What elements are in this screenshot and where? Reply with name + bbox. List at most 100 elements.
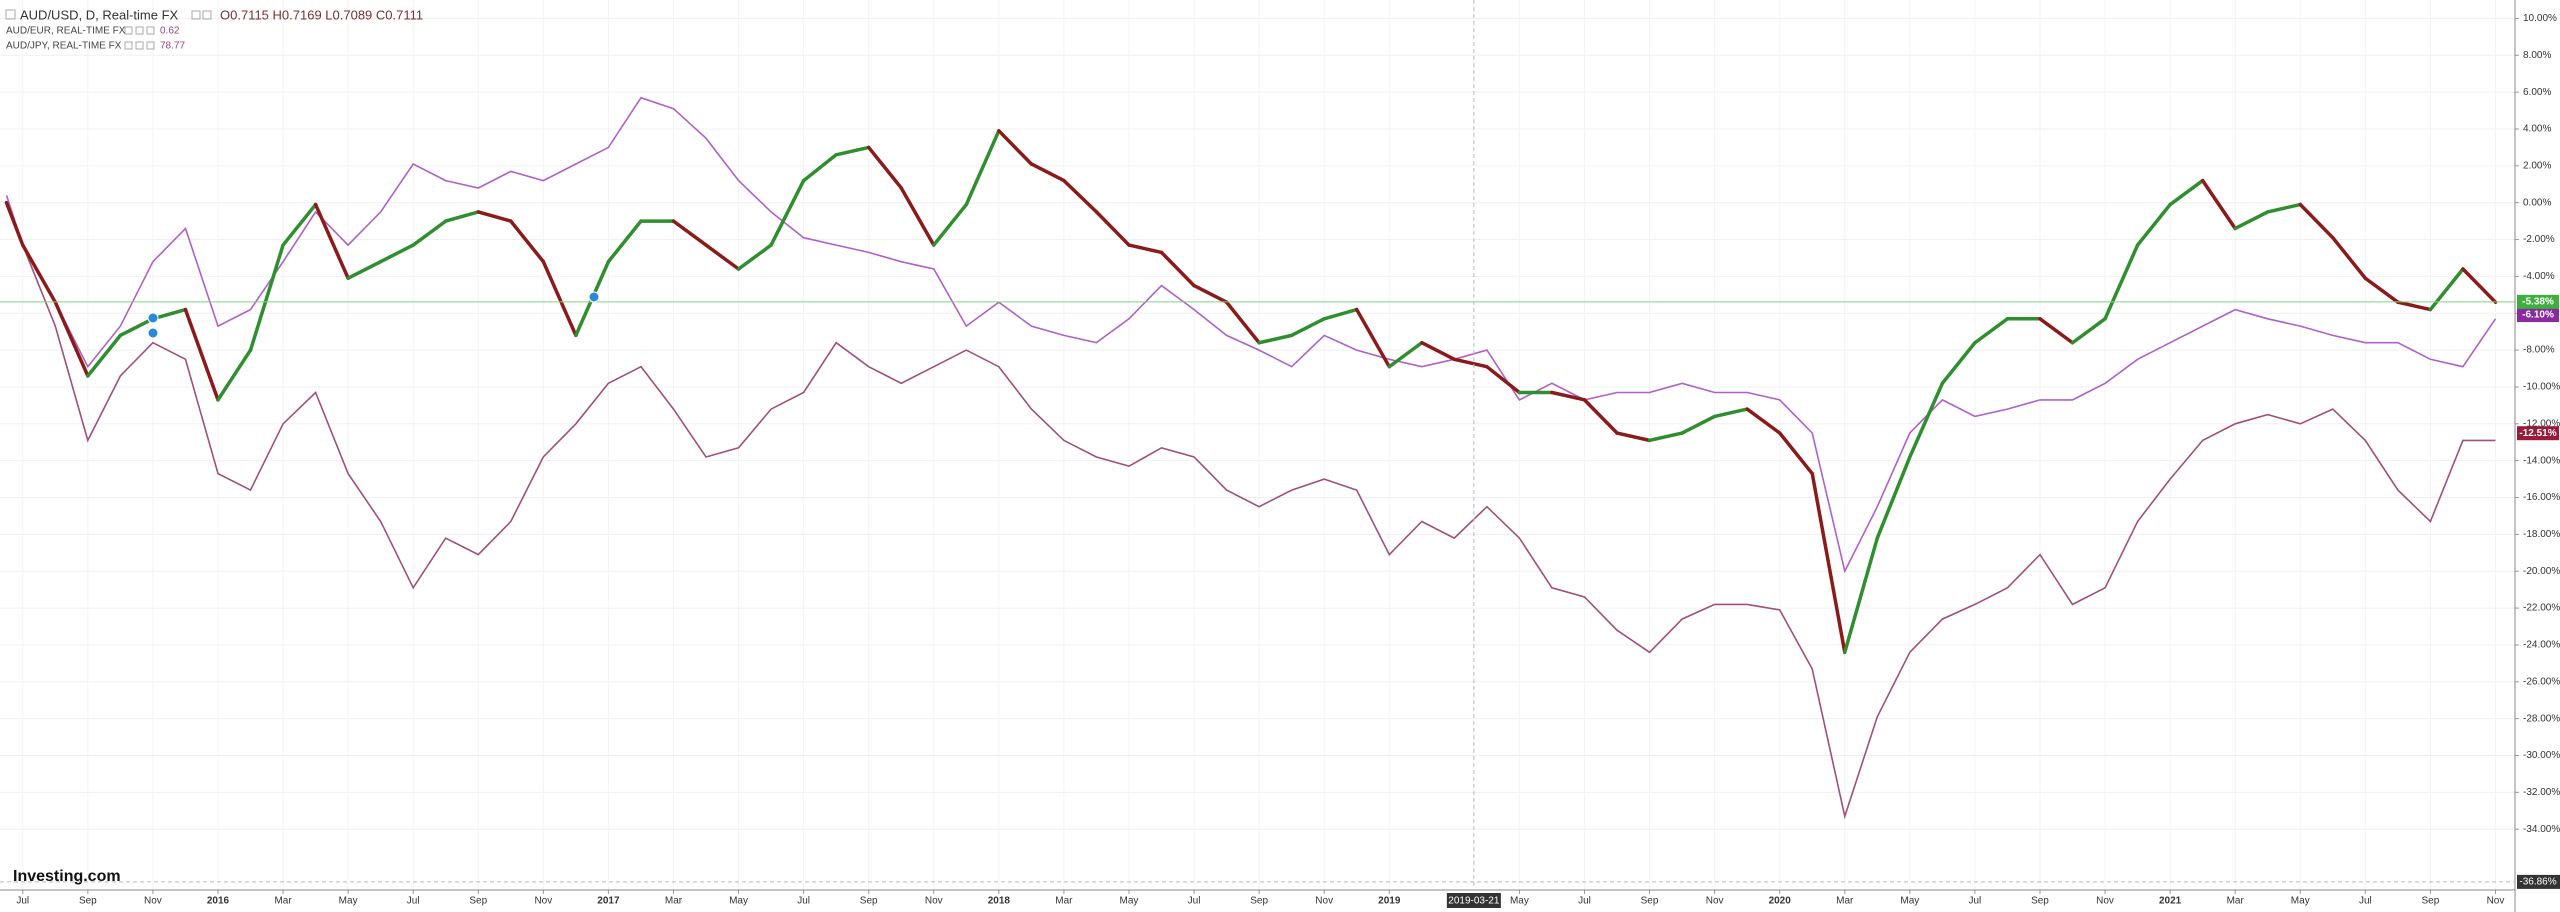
price-segment (541, 259, 578, 338)
price-segment (1712, 407, 1749, 419)
price-segment (964, 129, 1001, 207)
x-tick-label: 2019 (1378, 896, 1401, 907)
y-tick-label: 6.00% (2523, 87, 2551, 98)
price-segment (476, 210, 513, 223)
price-segment (2265, 202, 2303, 214)
price-segment (866, 145, 903, 190)
x-tick-label: Mar (1055, 896, 1073, 907)
price-segment (2168, 178, 2205, 207)
x-tick-label: Nov (2487, 896, 2505, 907)
price-segment (1615, 431, 1652, 443)
y-tick-label: -30.00% (2523, 750, 2560, 761)
quote-value: 78.77 (160, 41, 185, 52)
y-tick-label: 8.00% (2523, 50, 2551, 61)
ohlc-values: O0.7115 H0.7169 L0.7089 C0.7111 (220, 7, 423, 22)
price-segment (346, 259, 383, 280)
price-segment (2396, 300, 2433, 312)
price-segment (932, 202, 969, 247)
x-tick-label: Jul (1578, 896, 1591, 907)
y-tick-label: -20.00% (2523, 566, 2560, 577)
last-value-box (2517, 294, 2559, 309)
price-segment (769, 178, 806, 247)
price-segment (2363, 276, 2400, 304)
price-segment (997, 129, 1034, 166)
price-segment (2038, 317, 2075, 345)
series-line (5, 96, 2497, 574)
price-segment (1192, 283, 1229, 304)
price-segment (86, 333, 123, 378)
price-segment (1094, 210, 1131, 247)
x-tick-label: Sep (1641, 896, 1659, 907)
price-segment (2070, 317, 2107, 345)
x-tick-label: Jul (797, 896, 810, 907)
x-tick-label: 2021 (2159, 896, 2182, 907)
price-segment (1257, 333, 1294, 345)
y-tick-label: 4.00% (2523, 124, 2551, 135)
y-tick-label: -34.00% (2523, 824, 2560, 835)
x-tick-label: Sep (1250, 896, 1268, 907)
legend-entry: AUD/EUR, REAL-TIME FX (6, 26, 126, 37)
price-segment (313, 202, 350, 280)
price-segment (1810, 471, 1847, 655)
x-tick-label: May (1900, 896, 1919, 907)
y-tick-label: -14.00% (2523, 455, 2560, 466)
x-tick-label: May (2291, 896, 2310, 907)
price-segment (1582, 398, 1619, 435)
price-segment (1647, 431, 1684, 443)
last-value-label: -6.10% (2522, 310, 2554, 321)
price-segment (2331, 235, 2368, 280)
x-tick-label: 2018 (988, 896, 1011, 907)
price-segment (1777, 431, 1814, 476)
price-segment (248, 243, 285, 352)
x-tick-label: Sep (469, 896, 487, 907)
x-tick-label: Sep (2422, 896, 2440, 907)
price-segment (411, 219, 448, 247)
x-tick-label: Jul (16, 896, 29, 907)
price-segment (1387, 340, 1424, 369)
price-segment (509, 219, 546, 264)
price-segment (1224, 300, 1261, 345)
price-segment (53, 300, 90, 378)
x-tick-label: Mar (1836, 896, 1854, 907)
price-segment (1550, 390, 1587, 402)
price-segment (1843, 536, 1880, 655)
price-segment (899, 186, 936, 247)
price-segment (1029, 162, 1066, 183)
x-tick-label: May (1120, 896, 1139, 907)
y-tick-label: -8.00% (2523, 345, 2555, 356)
price-segment (1289, 317, 1326, 338)
x-tick-label: Nov (1315, 896, 1333, 907)
price-segment (2135, 202, 2172, 247)
price-segment (1062, 178, 1099, 214)
price-segment (1485, 364, 1522, 395)
price-segment (1452, 357, 1489, 369)
price-segment (671, 219, 708, 247)
x-tick-label: Jul (2359, 896, 2372, 907)
x-tick-label: Nov (534, 896, 552, 907)
y-tick-label: -2.00% (2523, 234, 2555, 245)
last-value-box (2517, 426, 2559, 441)
x-tick-label: Nov (144, 896, 162, 907)
x-tick-label: Nov (2096, 896, 2114, 907)
price-segment (1940, 340, 1977, 386)
x-tick-label: Sep (79, 896, 97, 907)
y-tick-label: -4.00% (2523, 271, 2555, 282)
quote-value: 0.62 (160, 26, 180, 37)
price-segment (281, 202, 318, 247)
logo: Investing.com (13, 868, 121, 885)
y-tick-label: -22.00% (2523, 603, 2560, 614)
x-tick-label: Nov (925, 896, 943, 907)
crosshair-x-box (1446, 893, 1501, 908)
y-tick-label: -16.00% (2523, 492, 2560, 503)
legend-entry: AUD/JPY, REAL-TIME FX (6, 41, 122, 52)
price-segment (1908, 381, 1945, 459)
price-segment (1875, 455, 1912, 540)
y-tick-label: -10.00% (2523, 382, 2560, 393)
header-icons (5, 9, 212, 50)
x-tick-label: 2016 (207, 896, 230, 907)
y-tick-label: 2.00% (2523, 160, 2551, 171)
last-value-box (2517, 308, 2559, 323)
last-value-label: -5.38% (2522, 296, 2554, 307)
x-tick-label: Jul (407, 896, 420, 907)
